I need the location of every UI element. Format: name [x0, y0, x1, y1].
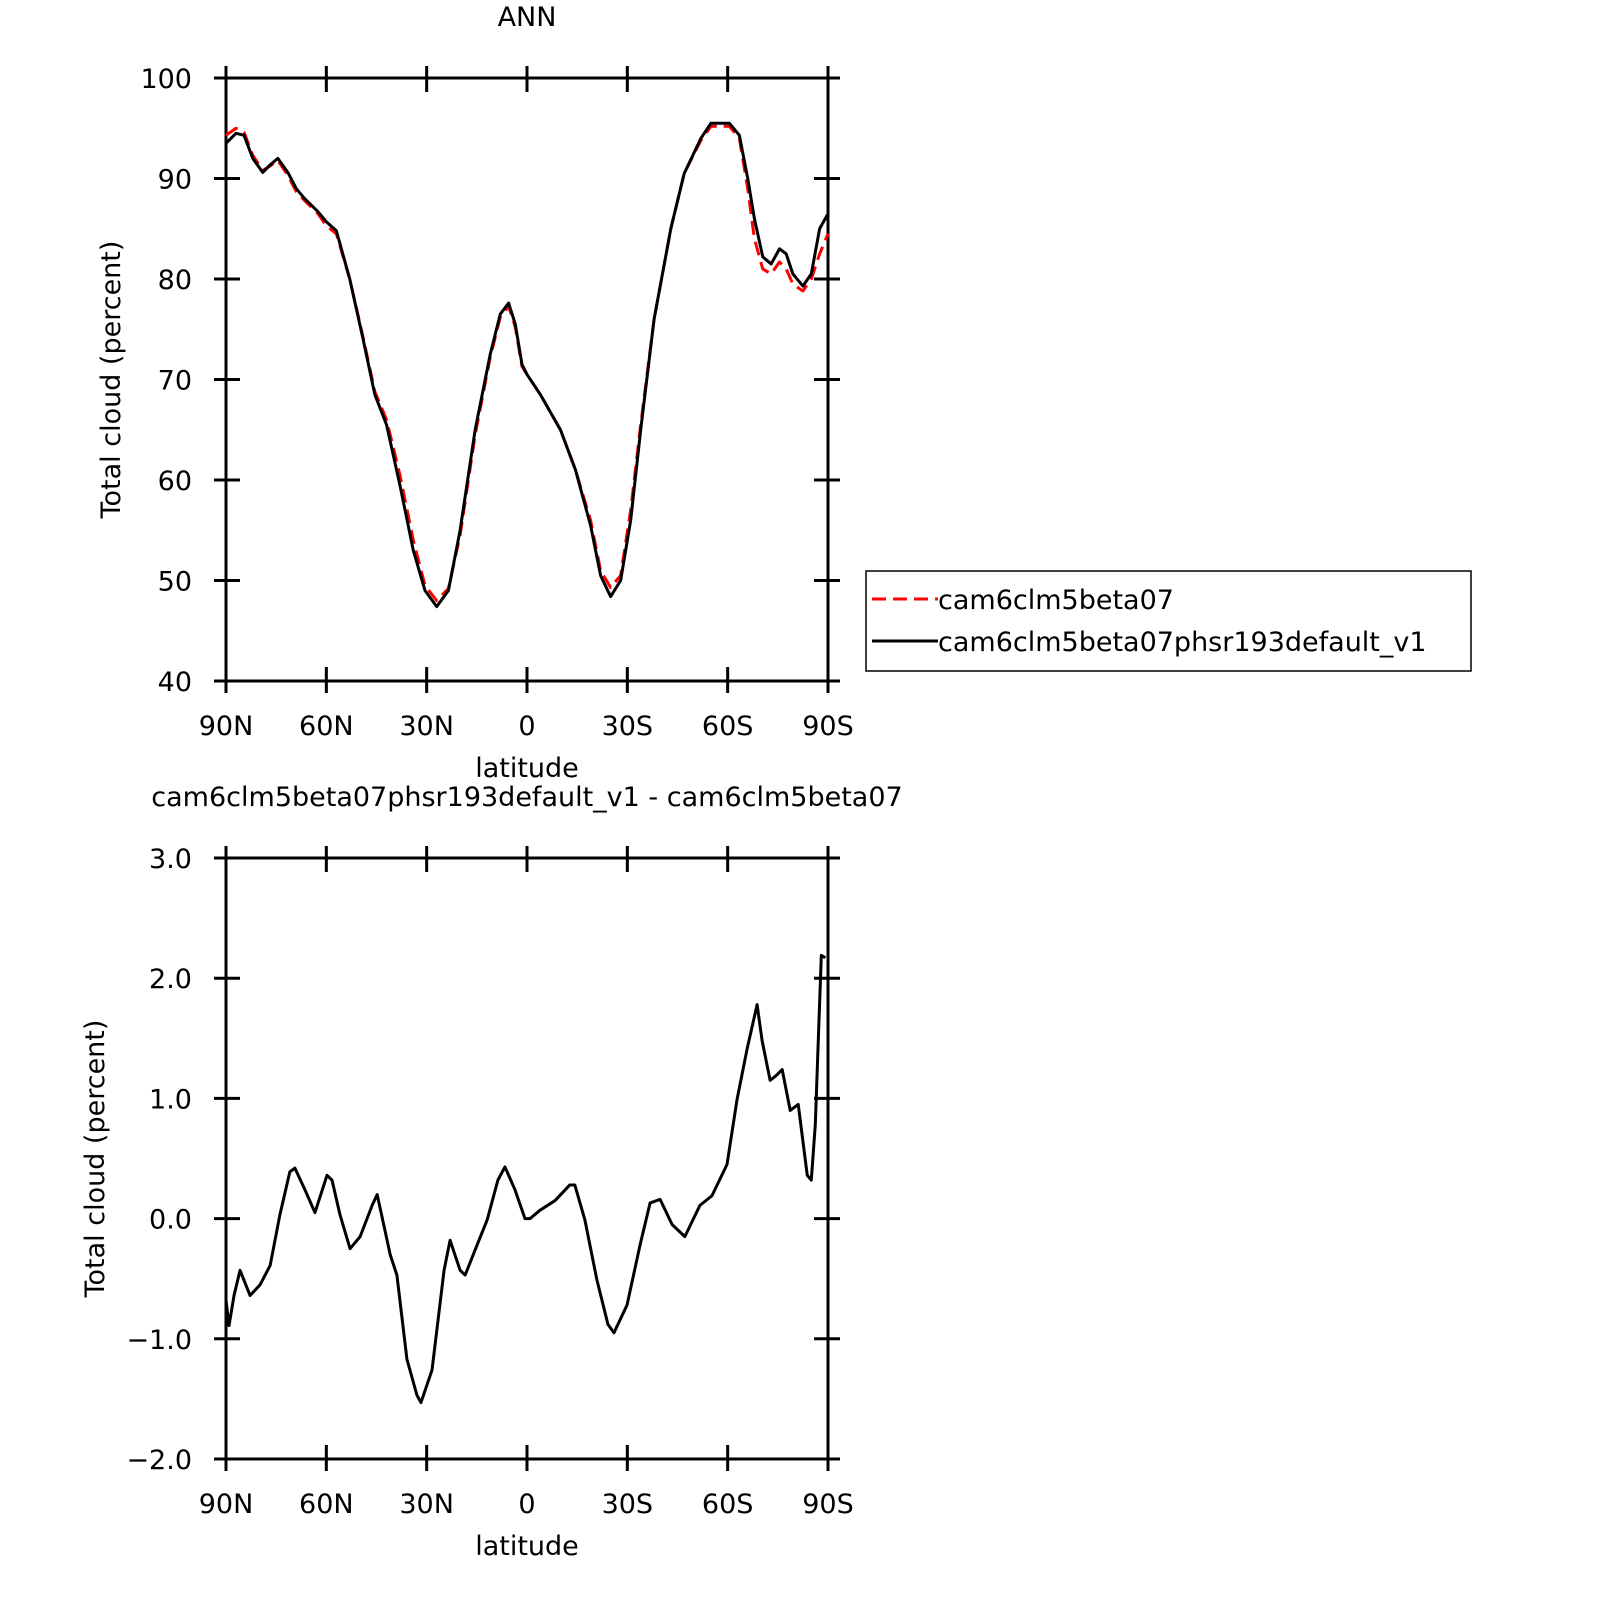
y-tick-label: −1.0	[126, 1325, 192, 1356]
data-line	[224, 953, 827, 1405]
x-tick-label: 0	[518, 711, 535, 742]
x-tick-label: 30N	[399, 1489, 454, 1520]
data-line	[225, 124, 830, 603]
chart-title: cam6clm5beta07phsr193default_v1 - cam6cl…	[151, 782, 902, 813]
x-tick-label: 90N	[199, 1489, 254, 1520]
y-tick-label: 2.0	[149, 964, 192, 995]
x-tick-label: 60N	[299, 711, 354, 742]
y-tick-label: 1.0	[149, 1084, 192, 1115]
y-tick-label: 60	[158, 466, 192, 497]
legend-label: cam6clm5beta07	[938, 585, 1174, 616]
x-axis-label: latitude	[475, 1531, 579, 1562]
x-tick-label: 60S	[702, 711, 754, 742]
y-tick-label: 70	[158, 366, 192, 397]
x-tick-label: 30S	[602, 711, 654, 742]
x-tick-label: 90N	[199, 711, 254, 742]
y-axis-label: Total cloud (percent)	[96, 241, 127, 520]
y-tick-label: 3.0	[149, 844, 192, 875]
x-axis-label: latitude	[475, 753, 579, 784]
chart-title: ANN	[498, 2, 557, 33]
y-tick-label: 40	[158, 667, 192, 698]
y-axis-label: Total cloud (percent)	[80, 1020, 111, 1299]
y-tick-label: 80	[158, 265, 192, 296]
x-tick-label: 90S	[802, 1489, 854, 1520]
y-tick-label: 50	[158, 567, 192, 598]
plot-frame	[224, 856, 830, 1461]
y-tick-label: 0.0	[149, 1205, 192, 1236]
y-tick-label: 90	[158, 165, 192, 196]
y-tick-label: 100	[140, 64, 192, 95]
legend-label: cam6clm5beta07phsr193default_v1	[938, 627, 1427, 658]
x-tick-label: 60S	[702, 1489, 754, 1520]
plot-frame	[224, 76, 830, 683]
legend-box	[865, 570, 1472, 672]
x-tick-label: 30S	[602, 1489, 654, 1520]
x-tick-label: 90S	[802, 711, 854, 742]
y-tick-label: −2.0	[126, 1445, 192, 1476]
x-tick-label: 0	[518, 1489, 535, 1520]
x-tick-label: 30N	[399, 711, 454, 742]
data-line	[224, 121, 830, 609]
x-tick-label: 60N	[299, 1489, 354, 1520]
